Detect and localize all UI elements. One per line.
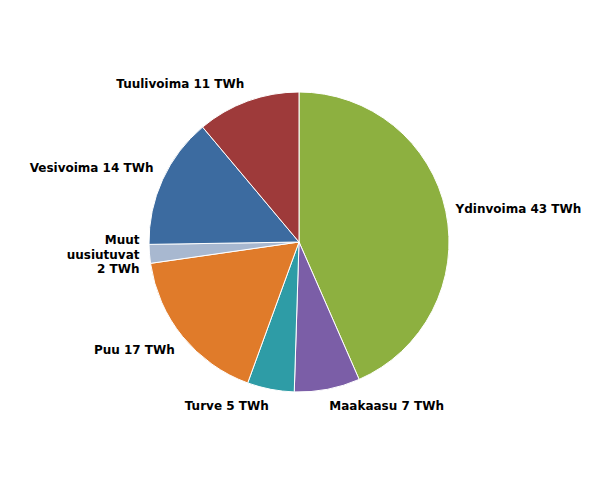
pie-slice [151,242,299,383]
pie-slice [149,242,299,263]
slice-label: Maakaasu 7 TWh [329,399,444,413]
slice-label: Ydinvoima 43 TWh [455,202,582,216]
slice-label: Turve 5 TWh [185,399,269,413]
slice-label: Tuulivoima 11 TWh [116,77,244,91]
slice-label: Muutuusiutuvat2 TWh [67,233,140,276]
pie-slice [294,242,359,392]
slice-label: Puu 17 TWh [94,343,175,357]
slices [149,92,449,392]
chart-svg: Ydinvoima 43 TWh Maakaasu 7 TWh Turve 5 TW… [0,0,598,484]
pie-slice [203,92,299,242]
labels: Ydinvoima 43 TWh Maakaasu 7 TWh Turve 5 TW… [30,77,582,413]
chart-container: Ydinvoima 43 TWh Maakaasu 7 TWh Turve 5 TW… [0,0,598,484]
slice-label: Vesivoima 14 TWh [30,161,154,175]
